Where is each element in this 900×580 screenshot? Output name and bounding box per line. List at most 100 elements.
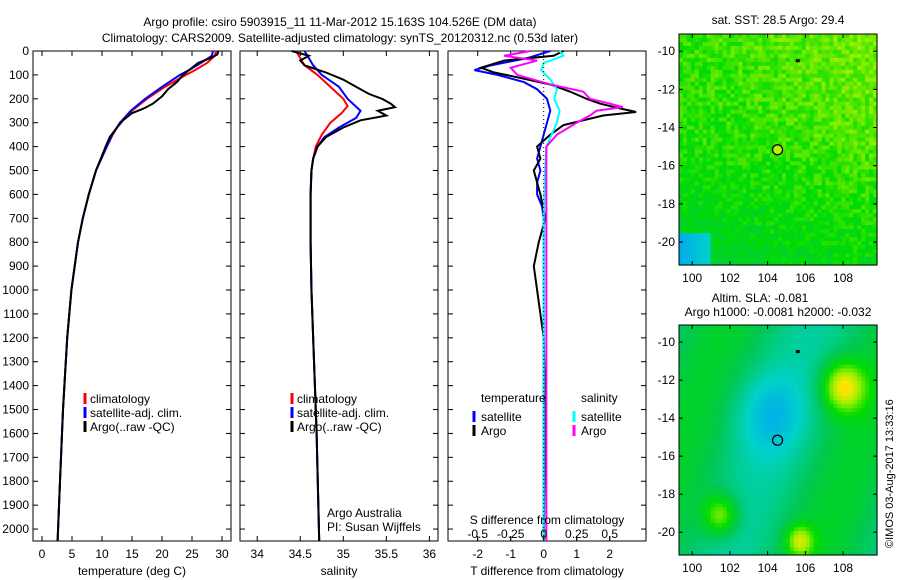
map-cell xyxy=(754,245,759,250)
map-cell xyxy=(849,233,854,238)
map-cell xyxy=(813,348,819,354)
map-cell xyxy=(710,89,716,95)
map-cell xyxy=(778,69,783,75)
map-cell xyxy=(746,436,751,441)
map-cell xyxy=(825,133,831,139)
map-cell xyxy=(801,85,807,91)
map-cell xyxy=(722,249,728,254)
map-cell xyxy=(766,257,771,262)
map-cell xyxy=(734,325,739,330)
map-cell xyxy=(722,245,728,250)
map-cell xyxy=(774,237,779,242)
map-cell xyxy=(869,57,874,63)
map-cell xyxy=(857,77,862,83)
map-cell xyxy=(758,201,763,206)
map-cell xyxy=(785,38,791,43)
map-cell xyxy=(778,388,783,393)
map-cell xyxy=(766,221,771,226)
map-cell xyxy=(683,416,688,421)
map-cell xyxy=(714,372,720,378)
map-cell xyxy=(762,65,767,71)
map-cell xyxy=(785,109,791,115)
map-cell xyxy=(690,65,696,71)
map-cell xyxy=(750,49,755,55)
map-cell xyxy=(686,257,692,262)
map-cell xyxy=(785,121,791,127)
map-cell xyxy=(710,376,716,382)
map-cell xyxy=(817,348,823,354)
map-cell xyxy=(801,364,807,370)
map-cell xyxy=(690,105,696,111)
map-cell xyxy=(833,368,838,374)
map-cell xyxy=(805,161,811,166)
map-cell xyxy=(778,249,783,254)
map-cell xyxy=(778,217,783,222)
map-cell xyxy=(817,69,823,75)
map-cell xyxy=(690,229,696,234)
map-cell xyxy=(730,57,736,63)
map-cell xyxy=(778,447,783,453)
map-cell xyxy=(865,428,870,433)
map-cell xyxy=(702,93,708,99)
map-cell xyxy=(758,332,763,338)
map-cell xyxy=(778,141,783,147)
map-cell xyxy=(865,360,870,366)
map-cell xyxy=(702,69,708,75)
map-cell xyxy=(801,53,807,59)
map-cell xyxy=(702,129,708,135)
map-cell xyxy=(813,459,819,465)
map-cell xyxy=(837,89,842,95)
map-cell xyxy=(873,376,878,382)
map-cell xyxy=(706,201,712,206)
map-cell xyxy=(821,153,827,159)
map-cell xyxy=(742,61,747,67)
map-cell xyxy=(683,237,688,242)
map-cell xyxy=(793,49,799,55)
map-cell xyxy=(734,261,739,266)
map-cell xyxy=(821,420,827,425)
map-cell xyxy=(698,436,704,441)
map-cell xyxy=(793,432,799,437)
map-cell xyxy=(714,125,720,131)
map-cell xyxy=(738,340,743,346)
map-cell xyxy=(813,356,819,362)
map-cell xyxy=(857,245,862,250)
map-cell xyxy=(698,221,704,226)
y-tick-label: 1100 xyxy=(3,307,29,321)
map-cell xyxy=(809,197,815,202)
map-cell xyxy=(762,412,767,417)
map-cell xyxy=(789,384,795,390)
map-cell xyxy=(825,229,831,234)
map-cell xyxy=(679,53,684,59)
map-cell xyxy=(742,412,747,417)
map-cell xyxy=(758,181,763,186)
map-cell xyxy=(857,101,862,107)
map-cell xyxy=(774,193,779,198)
map-cell xyxy=(702,404,708,409)
map-cell xyxy=(782,388,787,393)
map-cell xyxy=(793,384,799,390)
map-cell xyxy=(841,436,846,441)
map-cell xyxy=(754,34,759,39)
map-cell xyxy=(865,42,870,47)
map-cell xyxy=(869,69,874,75)
map-cell xyxy=(742,85,747,91)
map-cell xyxy=(766,201,771,206)
map-cell xyxy=(865,332,870,338)
x-axis-label: salinity xyxy=(321,564,358,578)
map-cell xyxy=(734,125,739,131)
map-cell xyxy=(706,352,712,358)
map-cell xyxy=(841,455,846,461)
map-cell xyxy=(845,384,850,390)
map-cells xyxy=(679,34,878,266)
map-cell xyxy=(825,463,831,469)
map-cell xyxy=(746,149,751,155)
map-cell xyxy=(683,396,688,401)
map-cell xyxy=(758,93,763,99)
map-cell xyxy=(766,149,771,155)
map-cell xyxy=(690,404,696,409)
map-cell xyxy=(849,344,854,350)
map-cell xyxy=(853,372,858,378)
map-cell xyxy=(758,432,763,437)
map-cell xyxy=(702,253,708,258)
